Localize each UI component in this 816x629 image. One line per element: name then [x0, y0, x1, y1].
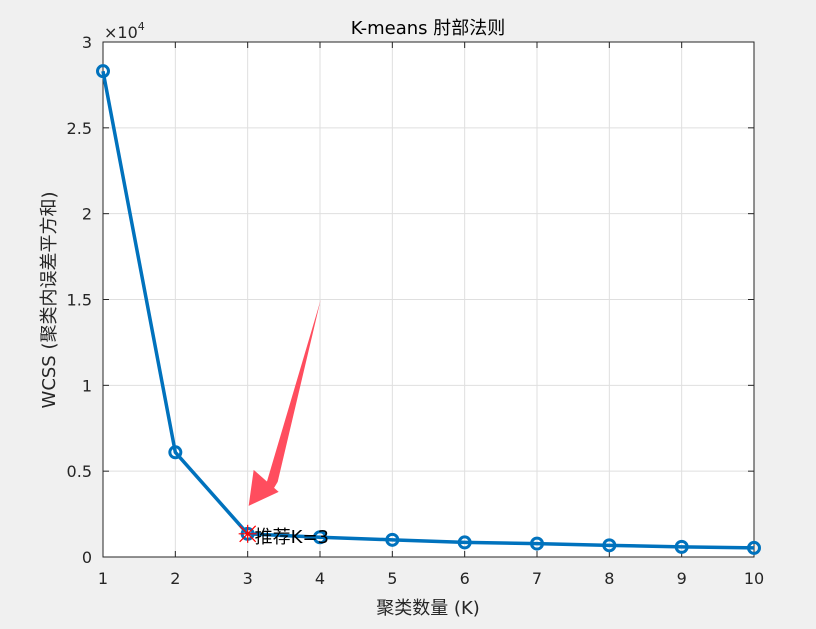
y-tick-label: 1.5: [67, 291, 92, 310]
y-exponent-base: ×10: [104, 23, 138, 42]
x-tick-label: 1: [98, 569, 108, 588]
data-point: [602, 538, 617, 553]
ticks: 1 2 3 4 5 6 7 8 9 10 0 0.5 1 1.5 2 2.5 3: [67, 33, 765, 588]
x-tick-label: 3: [243, 569, 253, 588]
y-tick-label: 0.5: [67, 462, 92, 481]
x-tick-label: 10: [744, 569, 764, 588]
data-point: [530, 536, 544, 551]
data-point: [457, 535, 472, 550]
data-point: [96, 64, 110, 79]
y-exponent: ×104: [104, 20, 145, 42]
x-tick-label: 8: [604, 569, 614, 588]
data-point: [674, 539, 689, 554]
y-axis-label: WCSS (聚类内误差平方和): [39, 192, 60, 409]
x-tick-label: 5: [387, 569, 397, 588]
data-point: [168, 445, 183, 460]
x-tick-label: 9: [677, 569, 687, 588]
x-axis-label: 聚类数量 (K): [376, 598, 480, 619]
series-line: [101, 70, 755, 550]
annotation-layer: [238, 299, 321, 543]
x-tick-label: 7: [532, 569, 542, 588]
y-tick-label: 0: [82, 548, 92, 567]
y-tick-label: 1: [82, 376, 92, 395]
y-tick-label: 2: [82, 205, 92, 224]
chart-title: K-means 肘部法则: [351, 18, 506, 39]
arrow-head: [248, 469, 279, 506]
x-tick-label: 4: [315, 569, 325, 588]
y-tick-label: 2.5: [67, 119, 92, 138]
highlight-label: 推荐K=3: [255, 527, 329, 548]
data-point: [313, 530, 327, 545]
y-tick-label: 3: [82, 33, 92, 52]
x-tick-label: 6: [460, 569, 470, 588]
data-point: [385, 532, 400, 547]
x-tick-label: 2: [170, 569, 180, 588]
highlight-marker-d2: [239, 525, 257, 543]
arrow-shaft: [265, 299, 321, 492]
y-exponent-power: 4: [138, 20, 145, 33]
data-point: [747, 540, 761, 555]
